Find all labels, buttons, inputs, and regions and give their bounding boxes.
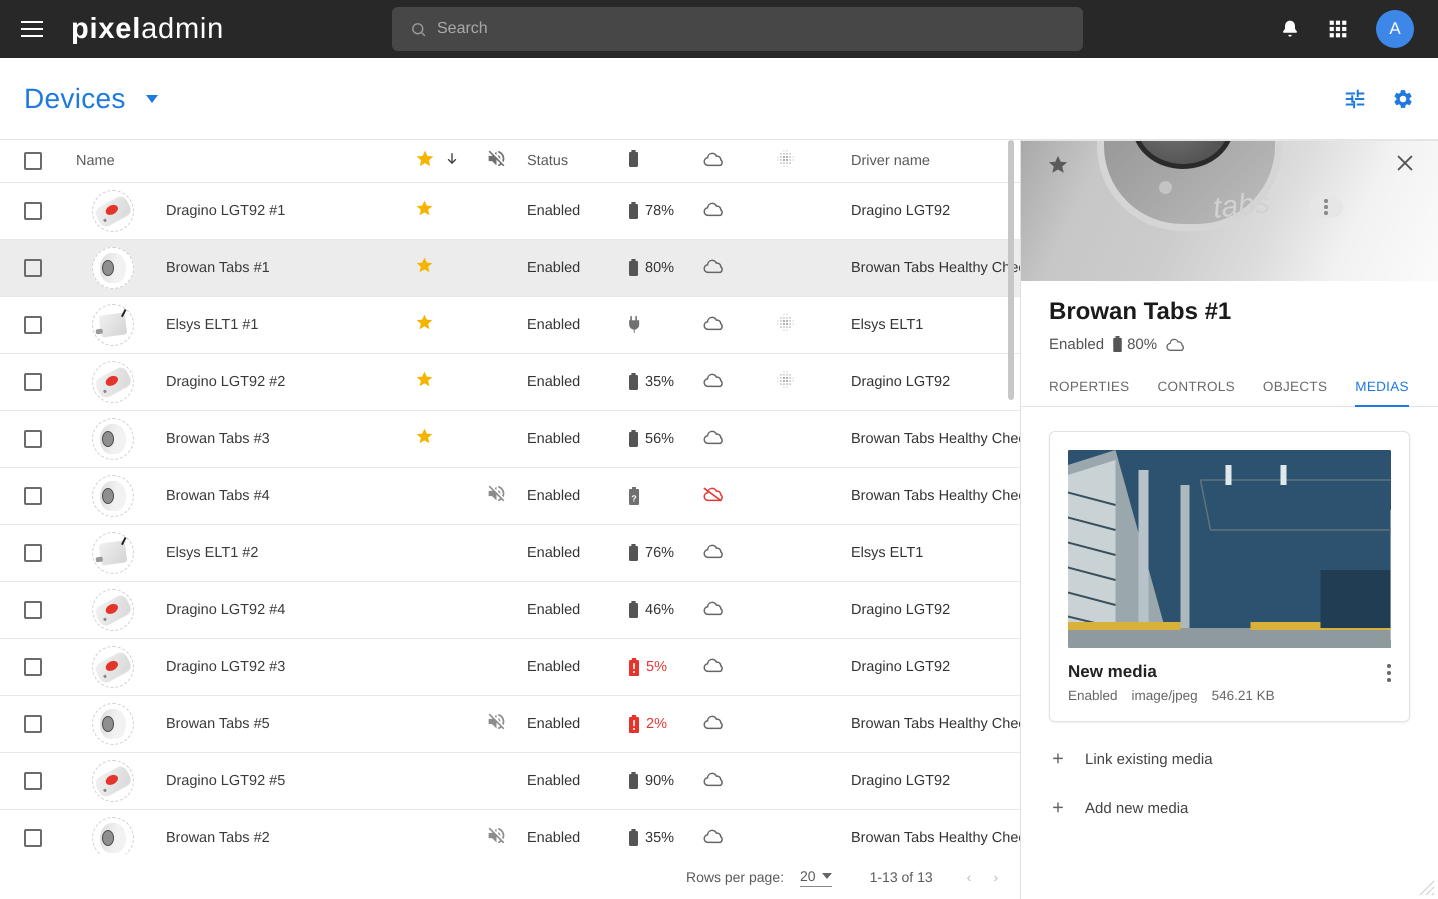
svg-text:?: ? <box>631 493 637 503</box>
